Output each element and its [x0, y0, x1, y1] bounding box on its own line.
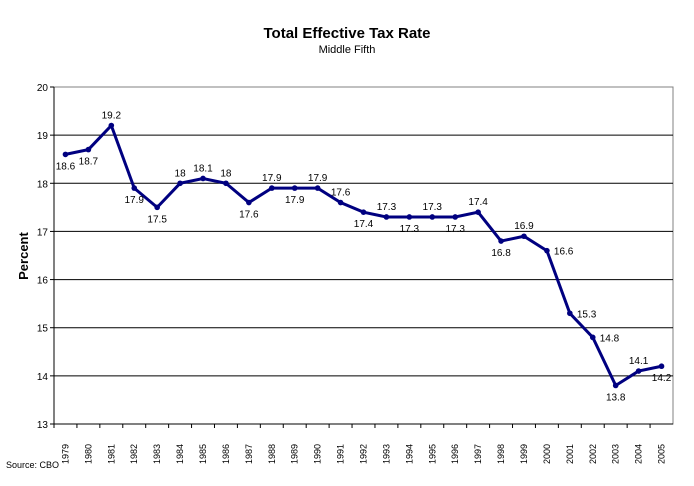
data-label: 15.3 — [577, 309, 597, 320]
data-point — [521, 233, 527, 240]
data-label: 14.1 — [629, 356, 649, 367]
data-label: 16.6 — [554, 247, 574, 258]
x-tick-label: 1981 — [106, 444, 116, 464]
chart-title: Total Effective Tax Rate — [264, 25, 431, 42]
y-tick-label: 17 — [37, 227, 49, 238]
data-label: 17.3 — [445, 224, 465, 235]
y-tick-label: 13 — [37, 420, 49, 431]
x-tick-label: 1999 — [519, 444, 529, 464]
data-point — [337, 199, 344, 206]
x-tick-label: 1995 — [427, 444, 437, 464]
data-label: 18.6 — [56, 161, 76, 172]
data-point — [544, 247, 550, 254]
data-point — [567, 310, 573, 317]
data-label: 14.2 — [652, 373, 672, 384]
data-point — [268, 185, 275, 191]
data-point — [383, 214, 390, 220]
x-tick-label: 1991 — [336, 444, 346, 464]
x-tick-label: 2004 — [634, 444, 644, 464]
chart-subtitle: Middle Fifth — [319, 44, 376, 56]
x-tick-label: 1979 — [60, 444, 70, 464]
x-tick-label: 1989 — [290, 444, 300, 464]
x-tick-label: 1998 — [496, 444, 506, 464]
x-tick-label: 1980 — [83, 444, 93, 464]
x-tick-label: 1983 — [152, 444, 162, 464]
data-point — [452, 214, 459, 220]
data-point — [108, 122, 115, 129]
data-label: 18 — [175, 168, 187, 179]
plot-area — [53, 86, 674, 425]
x-tick-label: 2002 — [588, 444, 598, 464]
data-label: 17.6 — [239, 210, 259, 221]
data-label: 17.4 — [354, 219, 374, 230]
data-point — [177, 180, 183, 187]
x-tick-label: 2003 — [611, 444, 621, 464]
x-tick-label: 1988 — [267, 444, 277, 464]
data-label: 17.9 — [308, 173, 328, 184]
data-point — [131, 185, 138, 191]
x-tick-label: 1996 — [450, 444, 460, 464]
x-tick-label: 1992 — [359, 444, 369, 464]
data-point — [429, 214, 436, 220]
data-point — [635, 368, 642, 374]
x-tick-label: 1997 — [473, 444, 483, 464]
data-label: 17.9 — [125, 195, 145, 206]
y-tick-label: 20 — [37, 83, 49, 94]
data-point — [62, 151, 69, 158]
data-label: 17.9 — [262, 173, 282, 184]
data-label: 18.7 — [79, 157, 99, 168]
y-tick-label: 19 — [37, 131, 49, 142]
data-point — [658, 363, 665, 370]
x-tick-label: 1994 — [404, 444, 414, 464]
data-point — [200, 175, 206, 182]
y-axis-label: Percent — [16, 231, 31, 279]
data-point — [154, 204, 160, 211]
source-note: Source: CBO — [6, 460, 59, 470]
x-tick-label: 2000 — [542, 444, 552, 464]
x-tick-label: 2005 — [657, 444, 667, 464]
data-label: 19.2 — [102, 111, 122, 122]
x-tick-label: 2001 — [565, 444, 575, 464]
data-point — [612, 382, 619, 389]
data-label: 14.8 — [600, 333, 620, 344]
data-label: 17.6 — [331, 188, 351, 199]
data-point — [314, 185, 321, 191]
data-point — [246, 199, 252, 206]
x-tick-label: 1987 — [244, 444, 254, 464]
data-label: 18.1 — [193, 163, 213, 174]
x-tick-label: 1984 — [175, 444, 185, 464]
data-point — [291, 185, 298, 191]
y-tick-label: 15 — [37, 324, 49, 335]
data-label: 17.3 — [400, 224, 420, 235]
x-tick-label: 1993 — [381, 444, 391, 464]
data-label: 17.3 — [423, 202, 443, 213]
data-label: 17.9 — [285, 195, 305, 206]
data-point — [223, 180, 229, 187]
data-point — [589, 334, 596, 341]
data-label: 16.8 — [491, 248, 511, 259]
data-label: 17.3 — [377, 202, 397, 213]
y-tick-label: 18 — [37, 179, 49, 190]
data-point — [360, 209, 367, 215]
data-label: 17.5 — [147, 214, 167, 225]
data-label: 16.9 — [514, 221, 534, 232]
data-label: 18 — [220, 168, 232, 179]
x-tick-label: 1982 — [129, 444, 139, 464]
data-point — [406, 214, 413, 220]
x-tick-label: 1986 — [221, 444, 231, 464]
data-point — [85, 146, 92, 153]
data-point — [498, 238, 504, 244]
y-tick-label: 16 — [37, 276, 49, 287]
data-label: 17.4 — [468, 197, 488, 208]
x-tick-label: 1990 — [313, 444, 323, 464]
data-label: 13.8 — [606, 392, 626, 403]
x-tick-label: 1985 — [198, 444, 208, 464]
data-point — [475, 209, 481, 215]
y-tick-label: 14 — [37, 372, 49, 383]
